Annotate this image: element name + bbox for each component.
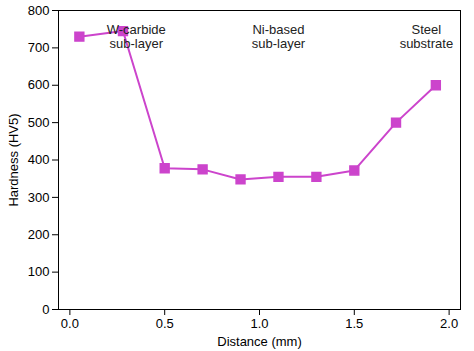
svg-text:0: 0 [42,302,49,317]
svg-text:100: 100 [28,264,50,279]
svg-text:2.0: 2.0 [440,316,458,331]
svg-text:600: 600 [28,77,50,92]
svg-text:200: 200 [28,227,50,242]
svg-text:1.5: 1.5 [345,316,363,331]
svg-text:W-carbidesub-layer: W-carbidesub-layer [107,22,166,51]
svg-text:1.0: 1.0 [250,316,268,331]
svg-text:700: 700 [28,40,50,55]
svg-text:Hardness (HV5): Hardness (HV5) [6,113,21,206]
svg-text:Steelsubstrate: Steelsubstrate [400,22,453,51]
svg-text:0.0: 0.0 [61,316,79,331]
svg-text:500: 500 [28,115,50,130]
svg-text:Ni-basedsub-layer: Ni-basedsub-layer [252,22,306,51]
svg-text:800: 800 [28,3,50,18]
svg-text:300: 300 [28,190,50,205]
svg-text:0.5: 0.5 [156,316,174,331]
svg-text:Distance (mm): Distance (mm) [217,334,302,349]
svg-text:400: 400 [28,152,50,167]
